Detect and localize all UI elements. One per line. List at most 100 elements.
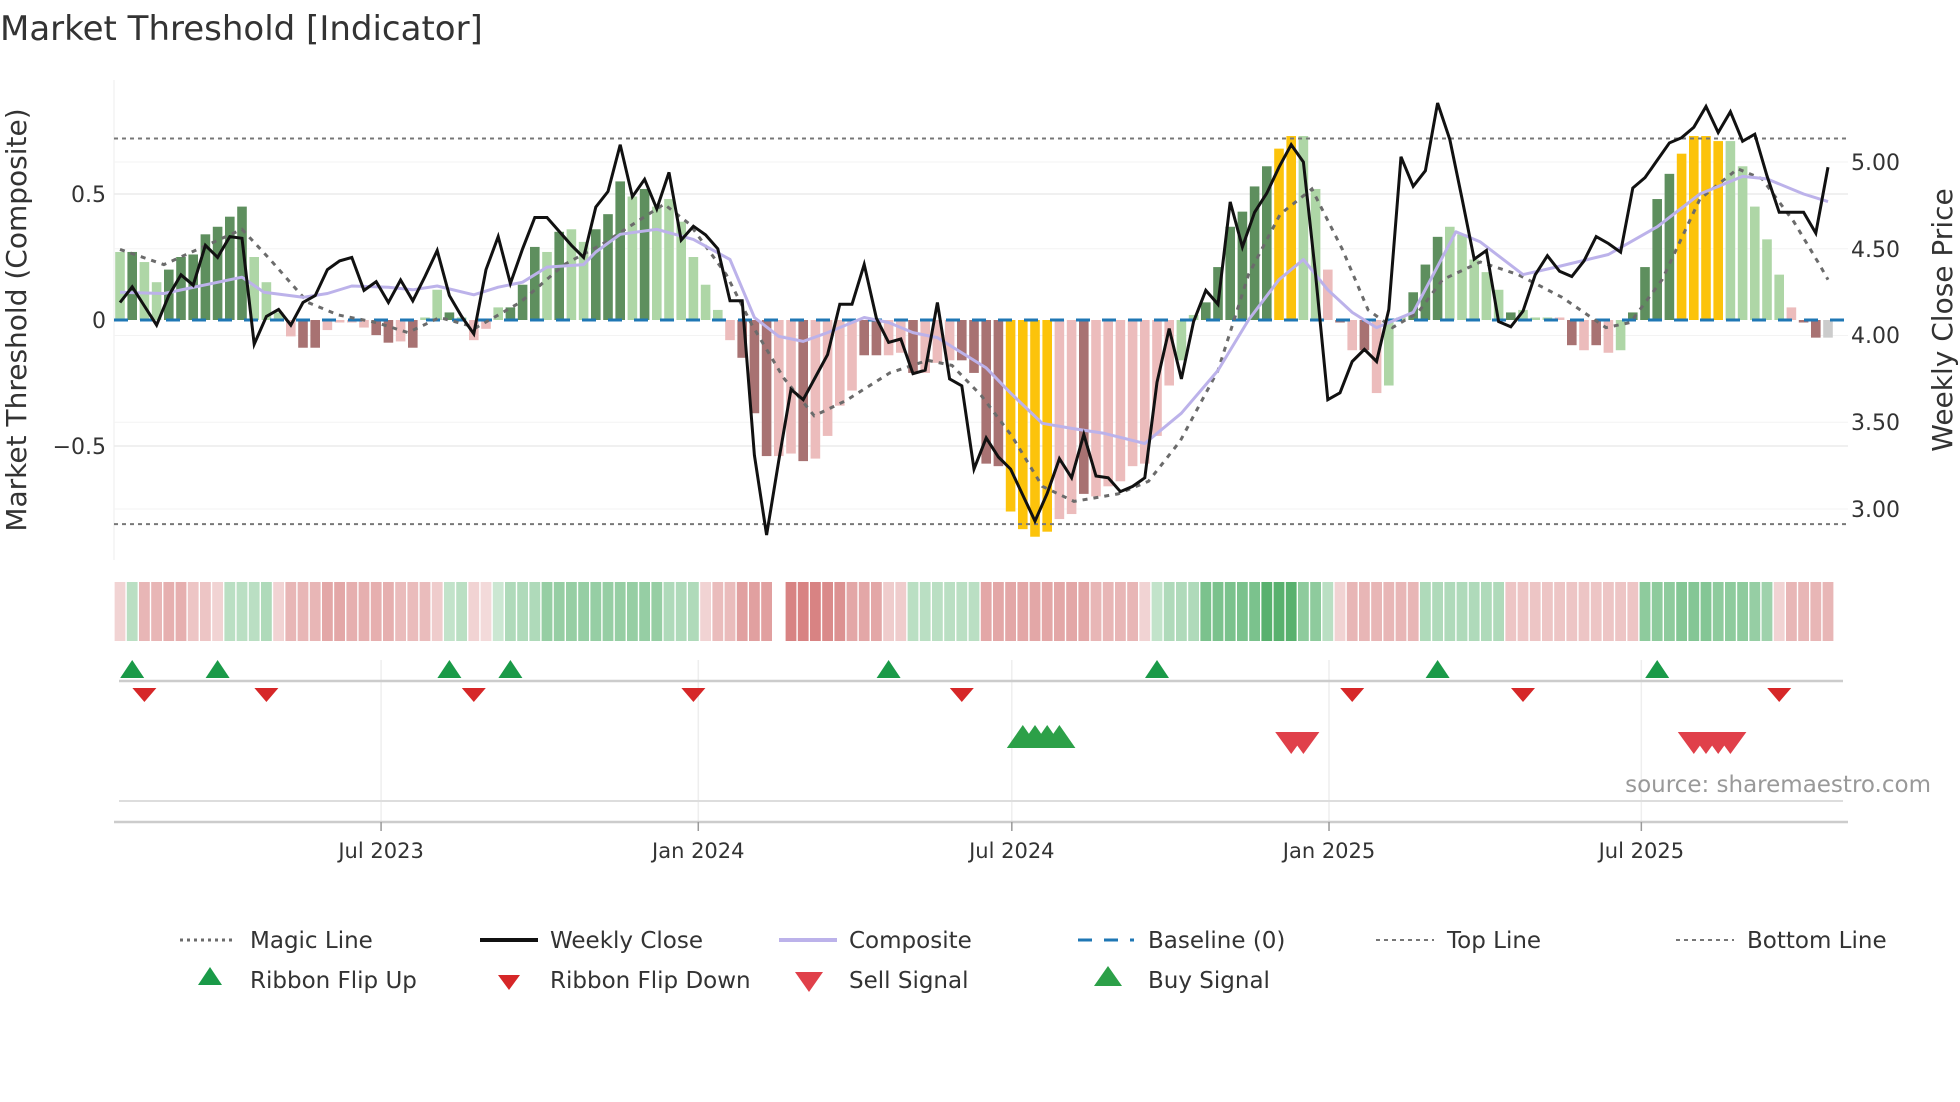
ribbon-cell bbox=[1005, 582, 1016, 641]
buy-signal-icon bbox=[1094, 966, 1122, 986]
composite-bar bbox=[395, 320, 406, 342]
composite-bar bbox=[1164, 320, 1174, 386]
ribbon-cell bbox=[1420, 582, 1431, 641]
composite-bar bbox=[322, 320, 333, 331]
ribbon-cell bbox=[1651, 582, 1663, 641]
ribbon-cell bbox=[1200, 582, 1212, 641]
composite-bar bbox=[493, 307, 503, 320]
composite-bar bbox=[1676, 153, 1687, 320]
ribbon-cell bbox=[383, 582, 394, 641]
ribbon-cell bbox=[907, 582, 919, 641]
ribbon-cell bbox=[663, 582, 675, 641]
ribbon-flip-up-icon bbox=[198, 967, 222, 985]
ribbon-cell bbox=[675, 582, 687, 641]
composite-bar bbox=[1469, 259, 1479, 320]
legend-label: Sell Signal bbox=[849, 968, 969, 994]
x-tick-label: Jul 2025 bbox=[1597, 839, 1684, 863]
composite-bar bbox=[1652, 199, 1662, 320]
ribbon-cell bbox=[505, 582, 516, 641]
composite-bar bbox=[1262, 166, 1272, 320]
ribbon-cell bbox=[1566, 582, 1578, 641]
ribbon-cell bbox=[236, 582, 248, 641]
ribbon-cell bbox=[1188, 582, 1199, 641]
ribbon-cell bbox=[187, 582, 199, 641]
composite-bar bbox=[566, 229, 577, 320]
ribbon-cell bbox=[444, 582, 455, 641]
ribbon-cell bbox=[1456, 582, 1468, 641]
composite-bar bbox=[1750, 206, 1760, 320]
composite-bar bbox=[1298, 136, 1309, 320]
sell-signal-marker bbox=[1714, 732, 1747, 754]
composite-bar bbox=[1432, 236, 1443, 320]
ribbon-cell bbox=[456, 582, 467, 641]
y-axis-label: Market Threshold (Composite) bbox=[0, 108, 33, 531]
composite-bar bbox=[1188, 314, 1199, 320]
composite-bar bbox=[627, 196, 638, 320]
sell-signal-marker bbox=[1287, 732, 1320, 754]
ribbon-cell bbox=[1273, 582, 1285, 641]
ribbon-cell bbox=[1517, 582, 1529, 641]
ribbon-cell bbox=[1737, 582, 1748, 641]
composite-bar bbox=[822, 320, 833, 436]
ribbon-cell bbox=[590, 582, 602, 641]
composite-bar bbox=[1359, 320, 1370, 351]
ribbon-cell bbox=[1383, 582, 1395, 641]
legend-label: Ribbon Flip Up bbox=[250, 968, 417, 994]
ribbon-cell bbox=[1176, 582, 1187, 641]
composite-bar bbox=[1005, 320, 1016, 512]
ribbon-cell bbox=[1395, 582, 1407, 641]
composite-bar bbox=[859, 320, 869, 356]
ribbon-flip-down-marker bbox=[254, 688, 279, 702]
ribbon-cell bbox=[261, 582, 272, 641]
composite-bar bbox=[591, 229, 601, 320]
ribbon-cell bbox=[139, 582, 150, 641]
composite-bar bbox=[554, 231, 564, 320]
ribbon-cell bbox=[785, 582, 797, 641]
composite-bar bbox=[371, 320, 381, 336]
ribbon-cell bbox=[627, 582, 638, 641]
ribbon-cell bbox=[370, 582, 382, 641]
ribbon-cell bbox=[1334, 582, 1346, 641]
ribbon-cell bbox=[834, 582, 846, 641]
legend-label: Bottom Line bbox=[1747, 928, 1887, 954]
composite-bar bbox=[1713, 141, 1723, 320]
composite-bar bbox=[286, 320, 296, 337]
composite-bar bbox=[1530, 317, 1540, 320]
composite-bar bbox=[1774, 274, 1784, 320]
ribbon-flip-down-marker bbox=[1767, 688, 1792, 702]
ribbon-cell bbox=[895, 582, 907, 641]
ribbon-cell bbox=[761, 582, 772, 641]
ribbon-cell bbox=[541, 582, 553, 641]
ribbon-flip-down-marker bbox=[1511, 688, 1535, 702]
composite-bar bbox=[981, 320, 991, 464]
ribbon-cell bbox=[1712, 582, 1724, 641]
ribbon-cell bbox=[1798, 582, 1809, 641]
legend-label: Weekly Close bbox=[550, 928, 703, 954]
composite-bar bbox=[1628, 312, 1638, 320]
composite-bar bbox=[432, 289, 442, 320]
ribbon-flip-up-marker bbox=[498, 660, 523, 678]
legend-label: Composite bbox=[849, 928, 972, 954]
ribbon-flip-down-icon bbox=[498, 975, 520, 990]
x-tick-label: Jul 2024 bbox=[967, 839, 1054, 863]
composite-bar bbox=[249, 257, 259, 320]
ribbon-cell bbox=[1505, 582, 1517, 641]
ribbon-cell bbox=[1139, 582, 1151, 641]
composite-bar bbox=[1591, 320, 1601, 346]
composite-bar bbox=[1457, 234, 1467, 320]
ribbon-cell bbox=[993, 582, 1004, 641]
composite-bar bbox=[1347, 320, 1357, 351]
composite-bar bbox=[896, 320, 906, 353]
ribbon-cell bbox=[1603, 582, 1614, 641]
composite-bar bbox=[1493, 289, 1504, 320]
signal-rows bbox=[114, 660, 1848, 831]
ribbon-cell bbox=[956, 582, 968, 641]
ribbon-cell bbox=[1151, 582, 1163, 641]
composite-bar bbox=[737, 320, 747, 358]
y2-tick-label: 4.00 bbox=[1851, 324, 1900, 349]
composite-bar bbox=[1798, 320, 1809, 323]
composite-bar bbox=[1237, 211, 1248, 320]
ribbon-cell bbox=[578, 582, 589, 641]
ribbon-cell bbox=[358, 582, 370, 641]
